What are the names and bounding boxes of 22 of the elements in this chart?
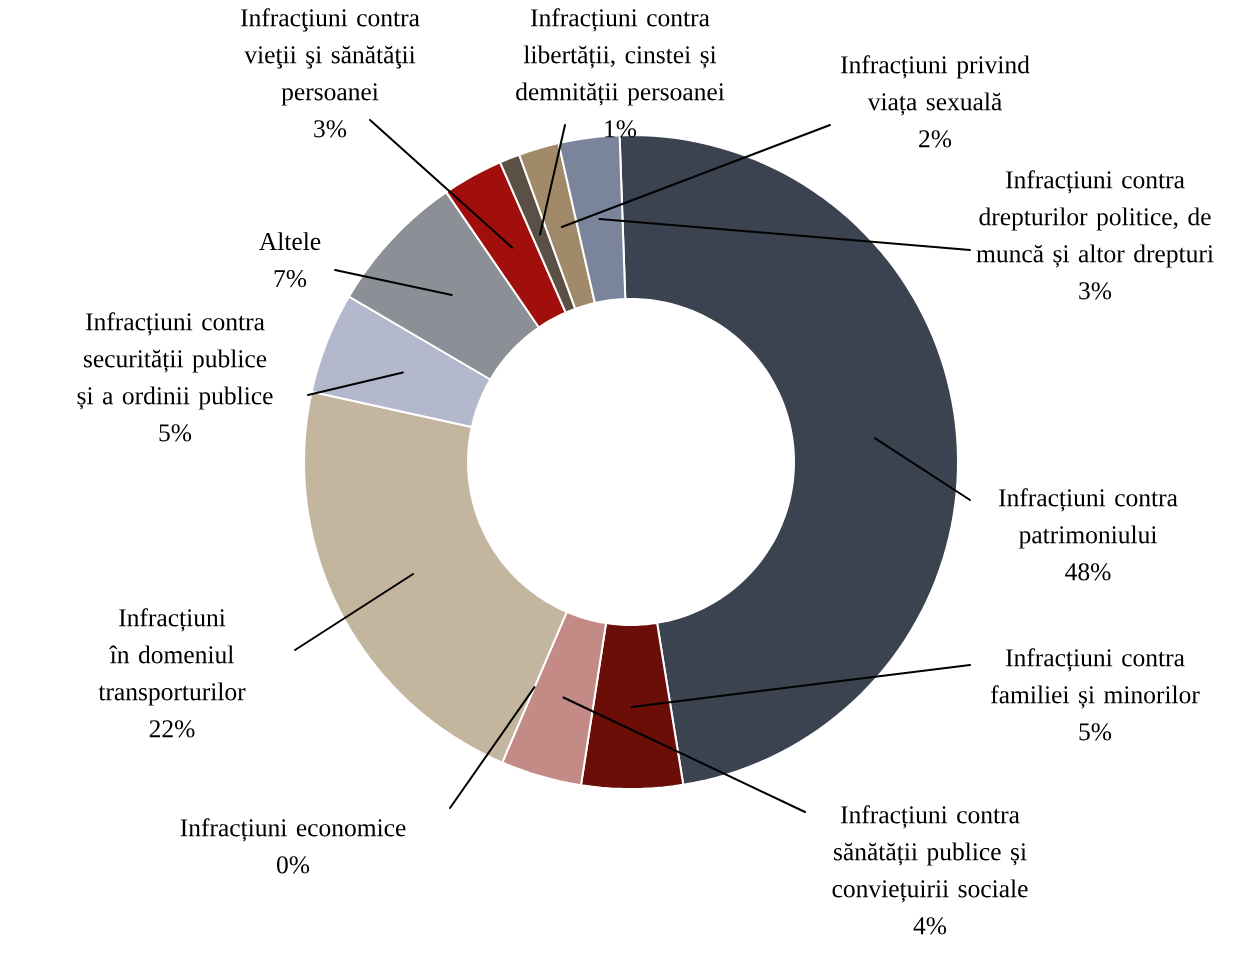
slice-label: Infracțiuni contra sănătății publice și conviețuirii sociale bbox=[832, 805, 1028, 903]
data-label: 1% bbox=[605, 120, 637, 138]
slice-label: Infracțiuni privind viața sexuală bbox=[841, 55, 1030, 116]
data-label: 4% bbox=[913, 917, 947, 935]
data-label: 48% bbox=[1065, 563, 1111, 581]
data-label: 2% bbox=[919, 130, 952, 148]
slice-label: Infracțiuni în domeniul transporturilor bbox=[98, 608, 246, 706]
slice-label: Infracțiuni contra patrimoniului bbox=[999, 488, 1178, 549]
slice-label: Infracțiuni contra drepturilor politice, de muncă și altor drepturi bbox=[976, 170, 1214, 268]
data-label: 22% bbox=[149, 720, 195, 738]
slice-label: Infracțiuni contra securității publice și a ordinii publice bbox=[77, 312, 273, 410]
slice-label: Infracțiuni contra familiei și minorilor bbox=[990, 648, 1200, 709]
category-label: Infracțiuni economice bbox=[180, 818, 406, 842]
slice-label: Infracțiuni contra libertății, cinstei și demnității persoanei bbox=[516, 8, 725, 106]
text: 0% bbox=[276, 856, 310, 874]
data-label: 3% bbox=[314, 120, 347, 138]
data-label: 7% bbox=[274, 269, 307, 288]
data-label: 5% bbox=[1079, 723, 1112, 741]
slice-label: Infracţiuni contra vieţii şi sănătăţii persoanei bbox=[241, 8, 420, 106]
slice-label: Altele bbox=[259, 232, 321, 251]
data-label: 3% bbox=[1079, 282, 1112, 300]
data-label: 5% bbox=[159, 424, 192, 442]
